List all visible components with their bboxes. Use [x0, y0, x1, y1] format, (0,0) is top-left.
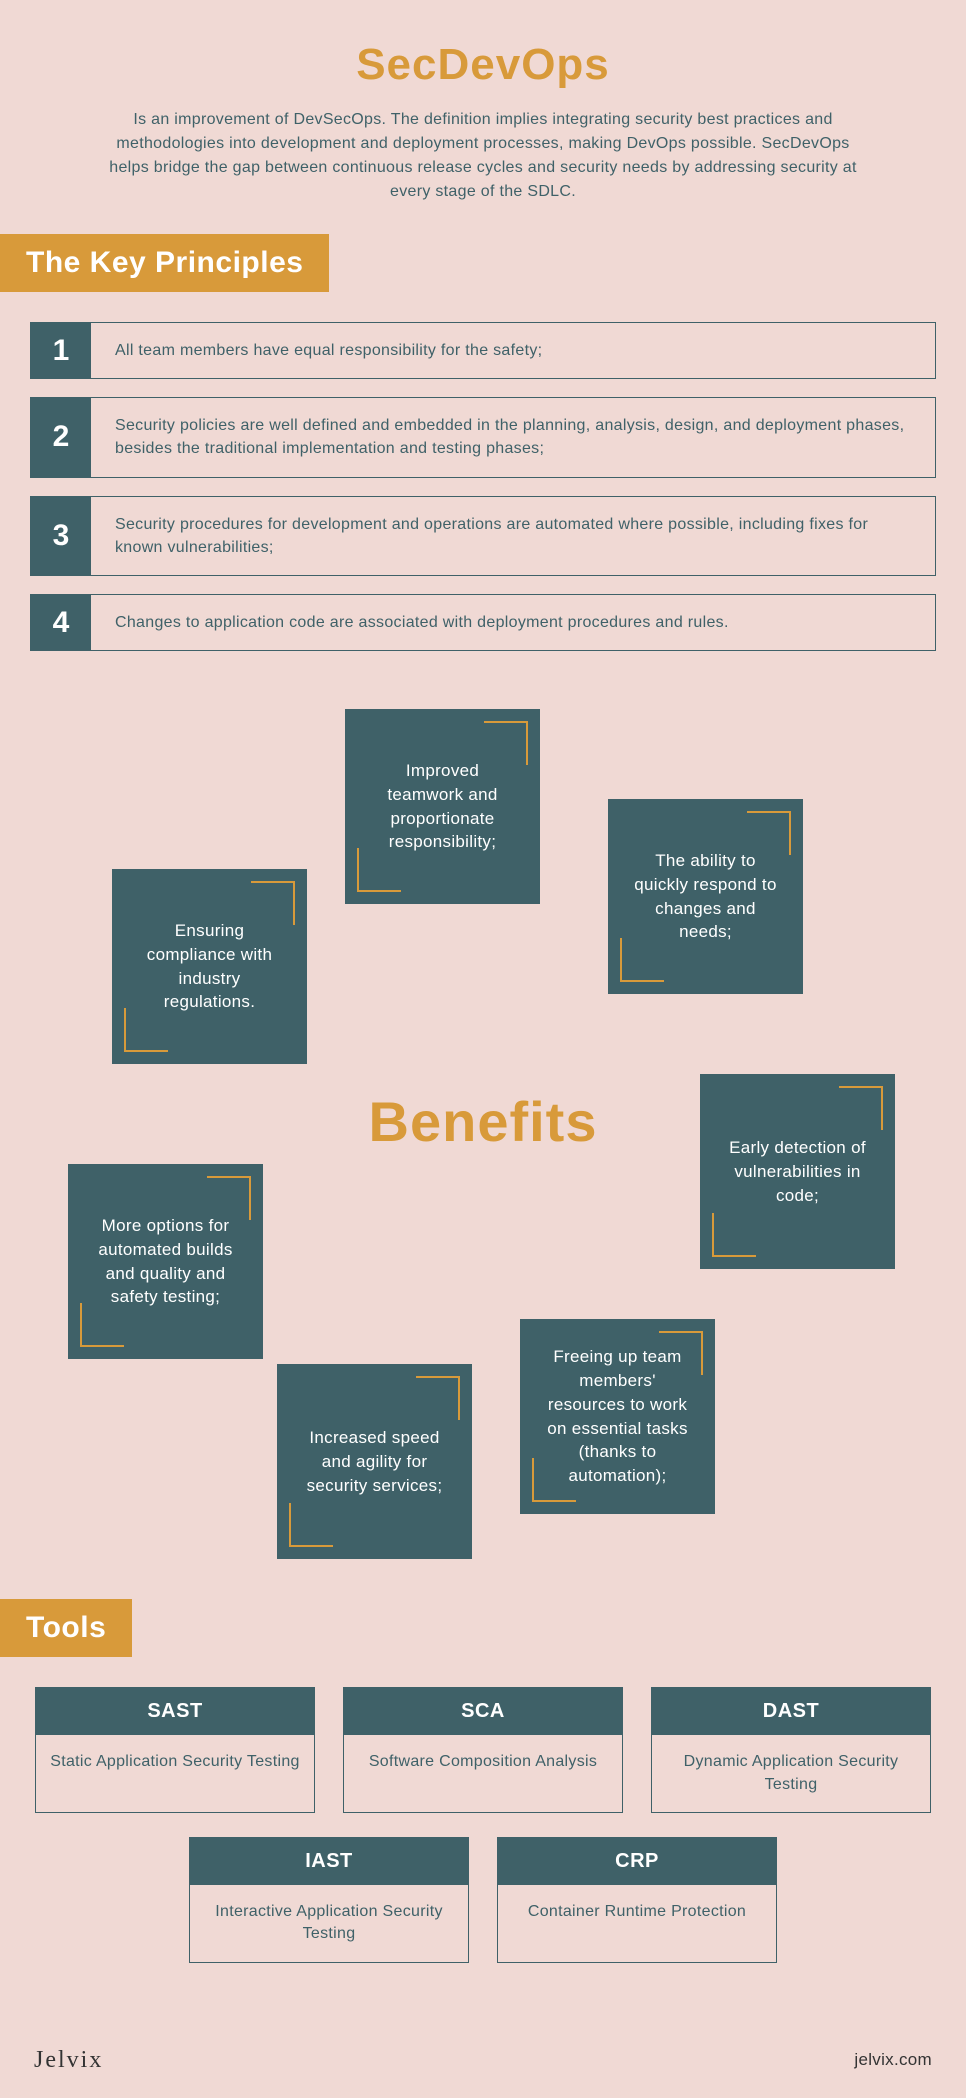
- benefit-card-text: Increased speed and agility for security…: [301, 1426, 448, 1497]
- benefit-card: Improved teamwork and proportionate resp…: [345, 709, 540, 904]
- benefit-card: Increased speed and agility for security…: [277, 1364, 472, 1559]
- benefit-card: Ensuring compliance with industry regula…: [112, 869, 307, 1064]
- principle-text: Security policies are well defined and e…: [91, 398, 935, 476]
- principle-row: 4Changes to application code are associa…: [30, 594, 936, 651]
- footer-brand: Jelvix: [34, 2047, 103, 2074]
- principle-row: 1All team members have equal responsibil…: [30, 322, 936, 379]
- tool-card: IASTInteractive Application Security Tes…: [189, 1837, 469, 1963]
- principle-number: 4: [31, 595, 91, 650]
- benefit-card-text: More options for automated builds and qu…: [92, 1214, 239, 1309]
- tools-row: SASTStatic Application Security TestingS…: [30, 1687, 936, 1813]
- benefit-card: Early detection of vulnerabilities in co…: [700, 1074, 895, 1269]
- tool-card: SCASoftware Composition Analysis: [343, 1687, 623, 1813]
- tool-abbr: SCA: [344, 1688, 622, 1735]
- principle-row: 2Security policies are well defined and …: [30, 397, 936, 477]
- benefits-section: Benefits Improved teamwork and proportio…: [0, 679, 966, 1599]
- tools-row: IASTInteractive Application Security Tes…: [30, 1837, 936, 1963]
- principle-text: Security procedures for development and …: [91, 497, 935, 575]
- benefit-card: The ability to quickly respond to change…: [608, 799, 803, 994]
- benefits-title: Benefits: [369, 1089, 598, 1154]
- benefit-card-text: Early detection of vulnerabilities in co…: [724, 1136, 871, 1207]
- principle-text: All team members have equal responsibili…: [91, 323, 935, 378]
- benefit-card-text: Improved teamwork and proportionate resp…: [369, 759, 516, 854]
- principles-section: The Key Principles 1All team members hav…: [0, 234, 966, 679]
- principle-number: 3: [31, 497, 91, 575]
- tool-name: Interactive Application Security Testing: [190, 1885, 468, 1962]
- principle-row: 3Security procedures for development and…: [30, 496, 936, 576]
- tools-section: Tools SASTStatic Application Security Te…: [0, 1599, 966, 2027]
- tool-abbr: SAST: [36, 1688, 314, 1735]
- tool-abbr: IAST: [190, 1838, 468, 1885]
- tool-card: SASTStatic Application Security Testing: [35, 1687, 315, 1813]
- intro-paragraph: Is an improvement of DevSecOps. The defi…: [100, 108, 866, 204]
- benefit-card-text: The ability to quickly respond to change…: [632, 849, 779, 944]
- tool-card: CRPContainer Runtime Protection: [497, 1837, 777, 1963]
- principle-number: 1: [31, 323, 91, 378]
- tool-abbr: DAST: [652, 1688, 930, 1735]
- benefit-card-text: Freeing up team members' resources to wo…: [544, 1345, 691, 1488]
- footer: Jelvix jelvix.com: [0, 2027, 966, 2098]
- principle-number: 2: [31, 398, 91, 476]
- page-title: SecDevOps: [100, 40, 866, 90]
- benefit-card: Freeing up team members' resources to wo…: [520, 1319, 715, 1514]
- tool-name: Dynamic Application Security Testing: [652, 1735, 930, 1812]
- principle-text: Changes to application code are associat…: [91, 595, 935, 650]
- tools-heading: Tools: [0, 1599, 132, 1657]
- principles-list: 1All team members have equal responsibil…: [0, 292, 966, 679]
- tool-abbr: CRP: [498, 1838, 776, 1885]
- tools-rows: SASTStatic Application Security TestingS…: [0, 1657, 966, 1963]
- tool-card: DASTDynamic Application Security Testing: [651, 1687, 931, 1813]
- benefit-card: More options for automated builds and qu…: [68, 1164, 263, 1359]
- benefit-card-text: Ensuring compliance with industry regula…: [136, 919, 283, 1014]
- tool-name: Static Application Security Testing: [36, 1735, 314, 1789]
- footer-url: jelvix.com: [854, 2050, 932, 2070]
- tool-name: Container Runtime Protection: [498, 1885, 776, 1939]
- tool-name: Software Composition Analysis: [344, 1735, 622, 1789]
- header: SecDevOps Is an improvement of DevSecOps…: [0, 0, 966, 234]
- infographic-page: SecDevOps Is an improvement of DevSecOps…: [0, 0, 966, 2098]
- principles-heading: The Key Principles: [0, 234, 329, 292]
